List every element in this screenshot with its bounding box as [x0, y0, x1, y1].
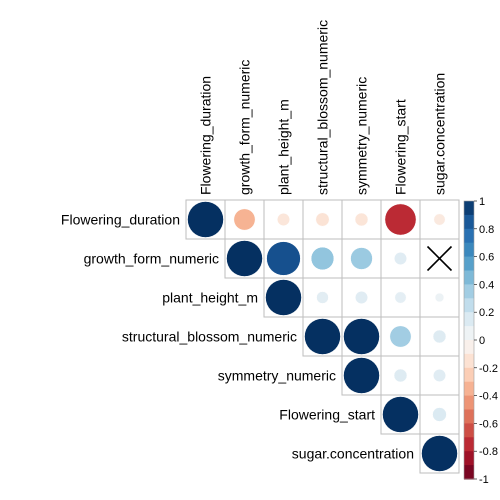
row-label: growth_form_numeric — [84, 251, 219, 267]
colorbar-band — [464, 367, 474, 383]
correlation-circle — [277, 213, 290, 226]
correlation-circle — [394, 252, 407, 265]
colorbar-band — [464, 381, 474, 397]
colorbar-tick-label: 0 — [479, 335, 485, 347]
colorbar-band — [464, 214, 474, 230]
correlation-circle — [384, 203, 417, 236]
colorbar-band — [464, 284, 474, 299]
row-label: Flowering_start — [279, 407, 375, 423]
column-label: Flowering_start — [393, 99, 409, 195]
colorbar-band — [464, 270, 474, 285]
correlation-circle — [394, 291, 407, 304]
colorbar-band — [464, 242, 474, 258]
row-label: symmetry_numeric — [218, 368, 336, 384]
column-label: plant_height_m — [276, 99, 292, 195]
colorbar-band — [464, 437, 474, 452]
colorbar-tick-label: -0.2 — [479, 363, 498, 375]
colorbar-tick-label: 0.4 — [479, 279, 494, 291]
colorbar-tick-label: 0.8 — [479, 224, 494, 236]
colorbar-band — [464, 298, 474, 313]
correlation-circle — [310, 246, 335, 271]
column-label: sugar.concentration — [432, 73, 448, 195]
correlation-circle — [382, 396, 419, 433]
correlation-circle — [266, 241, 301, 276]
row-label: sugar.concentration — [292, 446, 414, 462]
colorbar-tick-label: -0.6 — [479, 418, 498, 430]
colorbar-band — [464, 201, 474, 216]
correlation-circle — [432, 329, 447, 344]
correlation-circle — [421, 435, 458, 472]
correlation-circle — [233, 208, 256, 231]
colorbar-band — [464, 312, 474, 327]
colorbar-band — [464, 228, 474, 244]
correlation-circle — [434, 292, 445, 303]
column-label: structural_blossom_numeric — [315, 20, 331, 195]
correlation-circles — [187, 201, 458, 472]
correlation-circle — [354, 212, 369, 227]
correlation-circle — [432, 407, 447, 422]
correlation-circle — [433, 369, 446, 382]
colorbar-band — [464, 465, 474, 480]
correlation-circle — [350, 247, 373, 270]
colorbar-tick-label: -0.8 — [479, 446, 498, 458]
row-label: plant_height_m — [162, 290, 258, 306]
correlation-circle — [304, 318, 341, 355]
correlation-circle — [433, 213, 446, 226]
correlation-circle — [355, 291, 368, 304]
column-label: growth_form_numeric — [237, 60, 253, 195]
correlation-circle — [393, 368, 408, 383]
colorbar-band — [464, 353, 474, 369]
colorbar-band — [464, 326, 474, 341]
column-label: Flowering_duration — [198, 76, 214, 195]
correlation-circle — [389, 325, 412, 348]
correlation-circle — [226, 240, 263, 277]
correlation-circle — [343, 357, 380, 394]
colorbar-band — [464, 340, 474, 355]
correlation-circle — [187, 201, 224, 238]
colorbar-tick-label: 1 — [479, 196, 485, 208]
colorbar-band — [464, 256, 474, 272]
correlation-circle — [343, 318, 380, 355]
correlation-circle — [265, 279, 302, 316]
colorbar-band — [464, 409, 474, 424]
row-labels: Flowering_duration growth_form_numericpla… — [61, 212, 414, 462]
insignificant-cross-mark — [426, 245, 453, 272]
colorbar-band — [464, 423, 474, 438]
row-label: structural_blossom_numeric — [122, 329, 297, 345]
colorbar-tick-label: -0.4 — [479, 391, 498, 403]
colorbar-tick-label: -1 — [479, 474, 489, 486]
correlation-circle — [316, 291, 329, 304]
matrix-cell — [419, 316, 460, 357]
row-label: Flowering_duration — [61, 212, 180, 228]
colorbar-tick-label: 0.2 — [479, 307, 494, 319]
colorbar-tick-label: 0.6 — [479, 252, 494, 264]
colorbar: -1 -0.8 -0.6 -0.4 -0.2 0 0.2 0.4 0.6 0.8 1 — [463, 196, 498, 486]
column-labels: Flowering_duration growth_form_numeric pla… — [198, 20, 448, 195]
colorbar-band — [464, 395, 474, 411]
colorbar-band — [464, 451, 474, 466]
column-label: symmetry_numeric — [354, 77, 370, 195]
correlation-circle — [315, 212, 330, 227]
